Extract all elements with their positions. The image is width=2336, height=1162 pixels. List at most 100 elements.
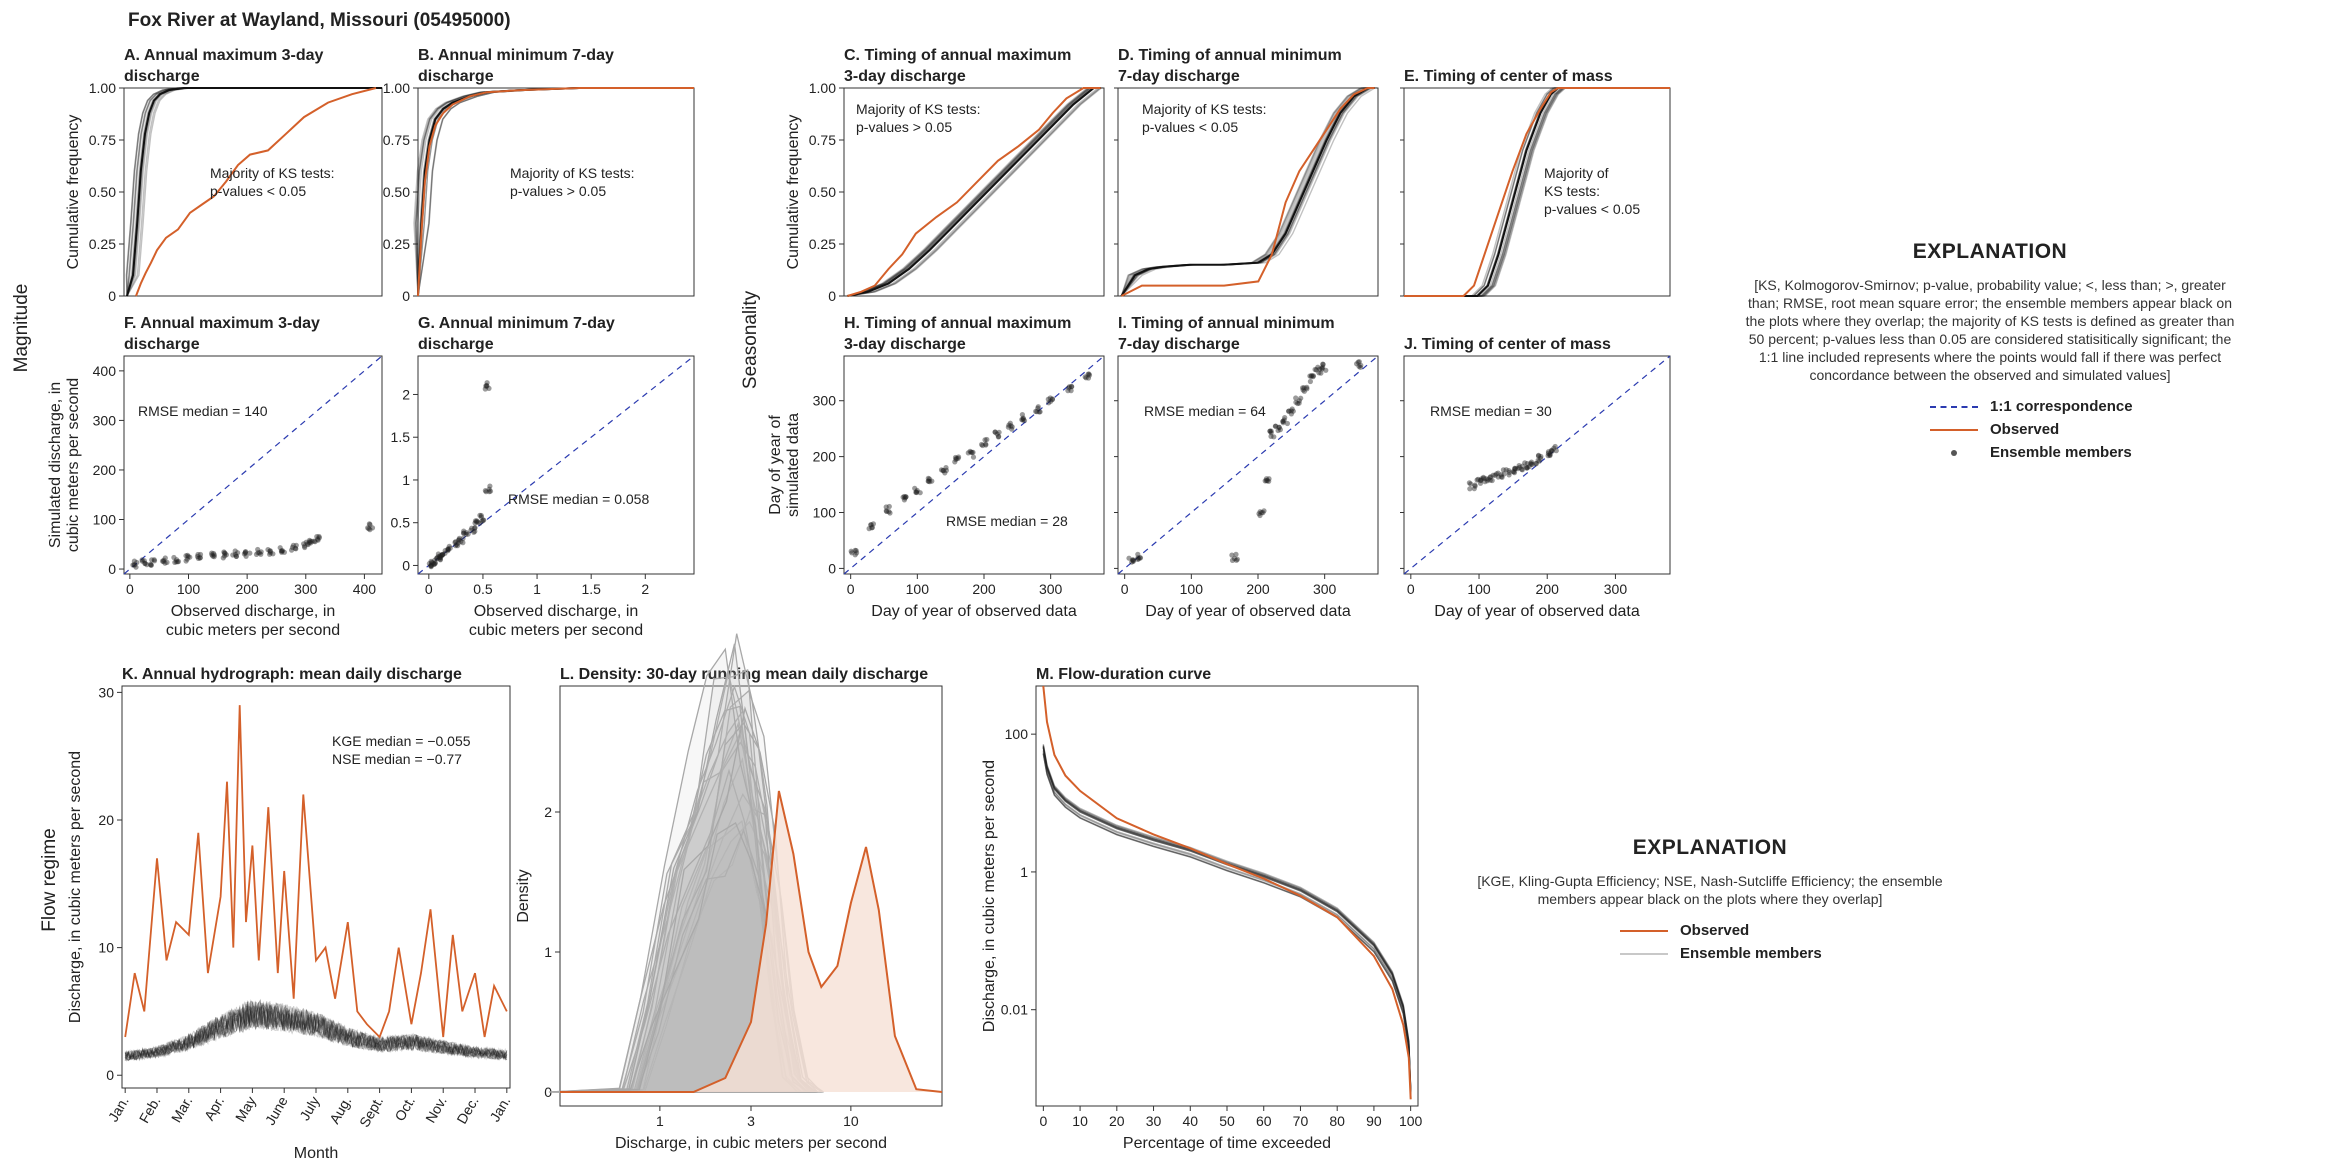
ensemble-point xyxy=(1357,364,1363,370)
ensemble-point xyxy=(1266,478,1272,484)
y-tick-label: 0 xyxy=(402,288,410,304)
ensemble-line xyxy=(125,1003,508,1060)
observed-line xyxy=(417,87,694,297)
plot-frame xyxy=(1117,355,1379,575)
ensemble-point xyxy=(1499,474,1505,480)
x-axis-label: cubic meters per second xyxy=(166,622,340,639)
panel-M: M. Flow-duration curve 0 10 20 30 40 50 60 70 80 9… xyxy=(981,666,1423,1152)
ensemble-point xyxy=(1551,445,1557,451)
ensemble-point xyxy=(185,554,191,560)
ensemble-line xyxy=(1404,87,1670,297)
ensemble-point xyxy=(1319,365,1325,371)
y-tick-label: 0 xyxy=(828,288,836,304)
ensemble-point xyxy=(992,429,998,435)
y-tick-label: 1 xyxy=(1020,864,1028,880)
ensemble-point xyxy=(1130,558,1136,564)
y-axis-label: Discharge, in cubic meters per second xyxy=(981,760,998,1032)
ensemble-point xyxy=(1257,512,1263,519)
ensemble-point xyxy=(1047,395,1053,401)
ensemble-point xyxy=(455,543,461,549)
legend-label: 1:1 correspondence xyxy=(1990,398,2133,415)
ensemble-point xyxy=(1034,409,1040,415)
ensemble-line xyxy=(124,1002,508,1061)
ensemble-point xyxy=(482,386,488,392)
x-tick-label: 1 xyxy=(656,1113,664,1129)
ensemble-line xyxy=(847,87,1101,297)
ensemble-point xyxy=(1538,455,1544,461)
ensemble-line xyxy=(1042,750,1412,1095)
ensemble-point xyxy=(1304,386,1310,392)
ensemble-point xyxy=(472,525,478,531)
y-tick-label: 0 xyxy=(402,557,410,573)
ensemble-point xyxy=(1289,406,1295,412)
ensemble-point xyxy=(1506,469,1512,476)
legend-label: Ensemble members xyxy=(1680,945,1822,962)
orange-line-icon xyxy=(1930,423,1978,437)
ensemble-point xyxy=(868,522,874,528)
legend-item-ensemble: Ensemble members xyxy=(1930,444,2240,461)
ensemble-point xyxy=(256,550,262,556)
x-axis-label: Observed discharge, in xyxy=(474,603,639,620)
ensemble-point xyxy=(131,558,137,564)
y-tick-label: 0.75 xyxy=(809,132,836,148)
ensemble-point xyxy=(258,549,264,555)
panel-title: M. Flow-duration curve xyxy=(1036,666,1211,683)
x-tick-label: 300 xyxy=(1313,581,1337,597)
ensemble-point xyxy=(996,429,1002,435)
ensemble-point xyxy=(1288,408,1294,414)
ensemble-point xyxy=(1135,555,1141,561)
ensemble-point xyxy=(1535,457,1541,463)
ensemble-point xyxy=(183,558,189,564)
ensemble-point xyxy=(1522,460,1528,466)
ensemble-line xyxy=(847,87,1101,297)
ensemble-point xyxy=(955,455,961,461)
ensemble-line xyxy=(124,1002,508,1061)
y-axis-label: simulated data xyxy=(785,413,802,517)
ensemble-point xyxy=(255,550,261,556)
ensemble-point xyxy=(253,551,260,558)
y-axis-label: cubic meters per second xyxy=(65,378,82,552)
ensemble-point xyxy=(1049,396,1055,403)
ensemble-point xyxy=(1489,477,1495,484)
ensemble-point xyxy=(278,548,284,554)
ensemble-point xyxy=(484,380,490,386)
plot-frame xyxy=(123,355,383,575)
ensemble-point xyxy=(1320,364,1326,370)
ensemble-line xyxy=(124,1001,508,1061)
ensemble-line xyxy=(847,87,1101,297)
ensemble-point xyxy=(1286,408,1292,414)
ensemble-point xyxy=(1501,471,1507,477)
ensemble-point xyxy=(306,539,313,546)
ensemble-point xyxy=(460,540,466,546)
y-tick-label: 2 xyxy=(544,804,552,820)
y-tick-label: 0.50 xyxy=(809,184,836,200)
ensemble-point xyxy=(1516,464,1522,471)
ensemble-point xyxy=(1319,366,1325,372)
ensemble-line xyxy=(124,1000,508,1062)
ensemble-point xyxy=(195,551,201,558)
ensemble-point xyxy=(1549,447,1555,453)
ensemble-point xyxy=(1519,466,1525,472)
y-tick-label: 0.25 xyxy=(383,236,410,252)
ensemble-point xyxy=(172,559,178,566)
ensemble-point xyxy=(1307,378,1313,385)
ensemble-points xyxy=(1126,359,1364,565)
ensemble-line xyxy=(847,87,1101,297)
panel-title: 3-day discharge xyxy=(844,68,966,85)
ensemble-point xyxy=(1135,551,1141,557)
ensemble-point xyxy=(1137,555,1143,561)
ensemble-point xyxy=(1136,556,1142,562)
ensemble-line xyxy=(124,1001,508,1061)
ensemble-point xyxy=(434,555,440,562)
annotation-text: RMSE median = 0.058 xyxy=(508,491,649,507)
ensemble-point xyxy=(1069,384,1075,390)
ensemble-point xyxy=(267,551,273,557)
ensemble-point xyxy=(307,538,313,544)
y-tick-label: 300 xyxy=(813,393,837,409)
ensemble-point xyxy=(1545,449,1552,455)
y-tick-label: 100 xyxy=(93,512,117,528)
x-tick-label: 300 xyxy=(294,581,318,597)
y-tick-label: 100 xyxy=(1005,726,1029,742)
y-tick-label: 0 xyxy=(106,1067,114,1083)
legend-item-observed: Observed xyxy=(1930,421,2240,438)
